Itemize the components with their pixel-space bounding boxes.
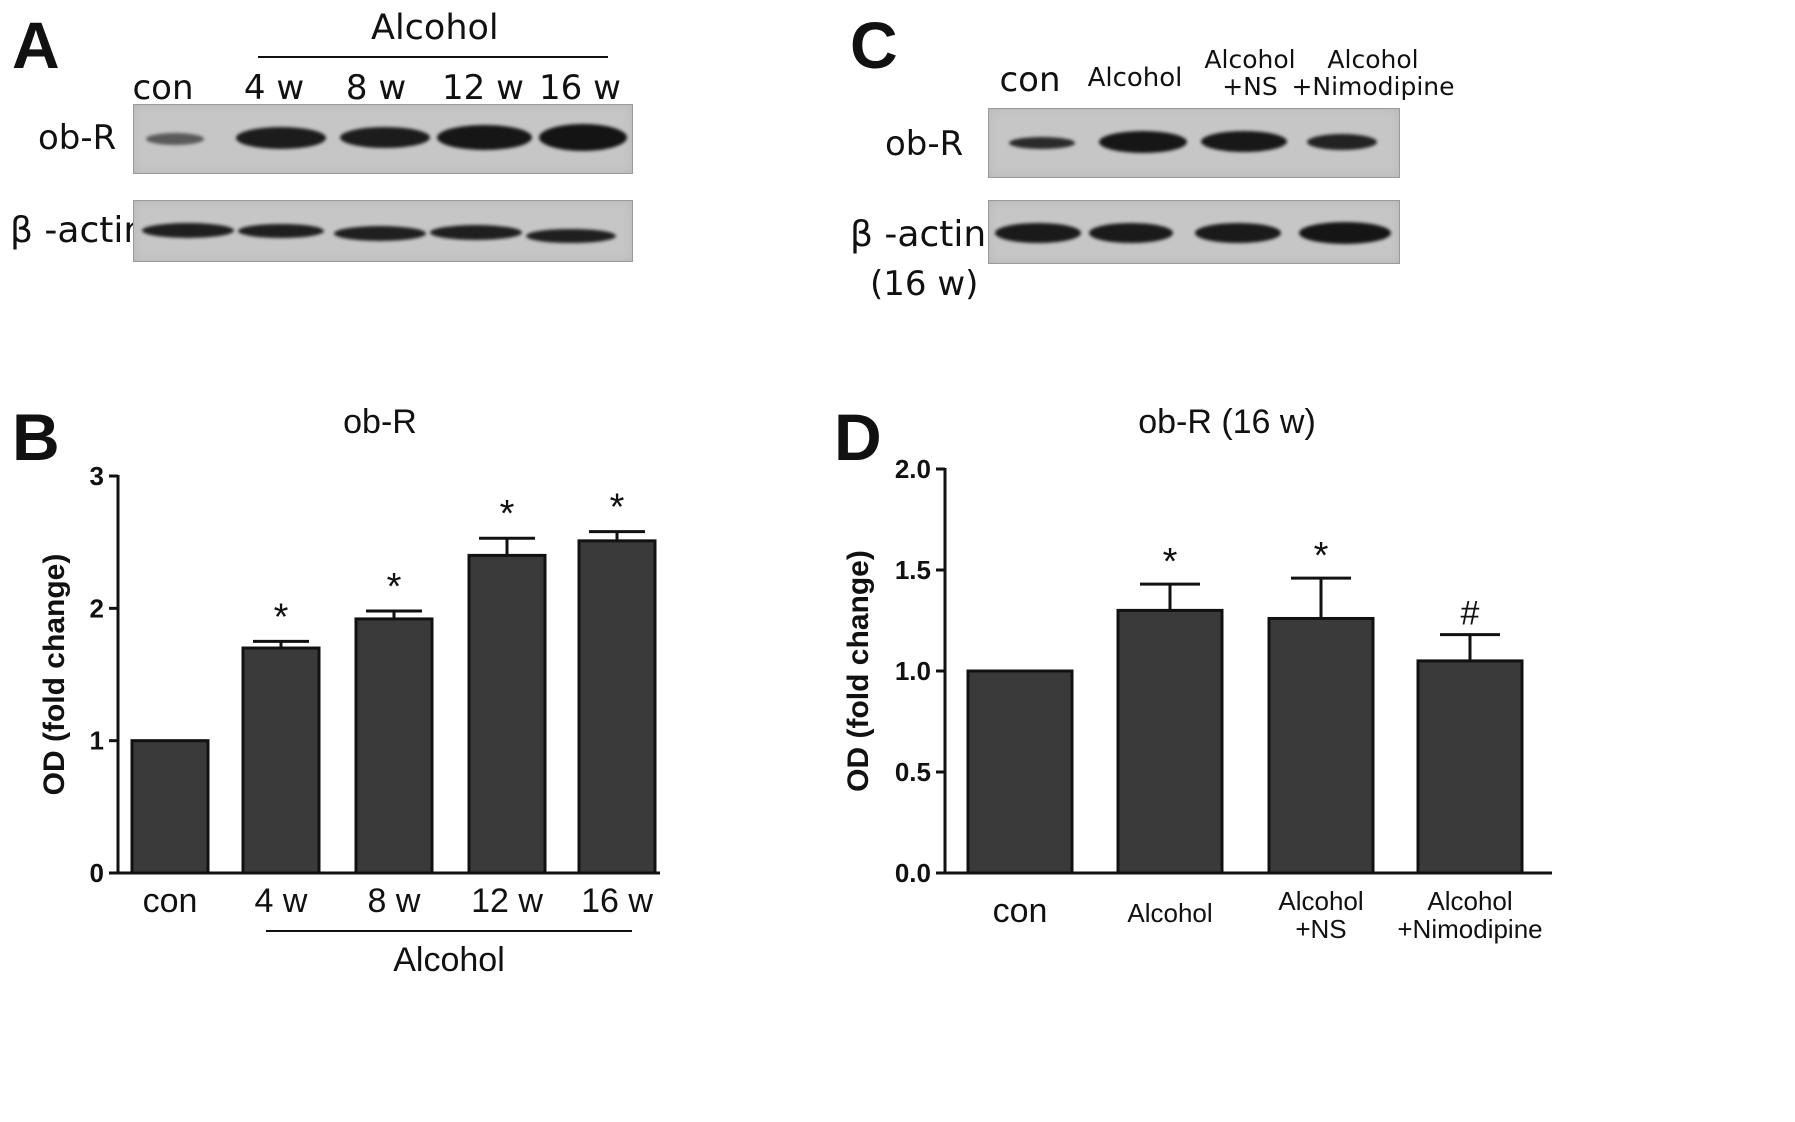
panel-c-row-label: (16 w): [870, 264, 979, 304]
panel-c-label: C: [850, 8, 898, 82]
blot-band: [1201, 131, 1287, 152]
panel-a-group-line: [258, 56, 608, 58]
panel-c-obr-blot: [988, 108, 1400, 178]
blot-band: [1307, 134, 1377, 150]
panel-a-lane-label: con: [132, 68, 194, 108]
y-tick-label: 1: [90, 726, 104, 756]
significance-marker: *: [1314, 535, 1329, 577]
y-axis-label: OD (fold change): [842, 550, 875, 792]
bar: [1416, 659, 1524, 875]
panel-a-lane-label: 12 w: [442, 68, 524, 108]
panel-a-obr-blot: [133, 104, 633, 174]
significance-marker: *: [500, 493, 515, 535]
x-tick-label: 4 w: [255, 882, 308, 920]
panel-a-group-label: Alcohol: [371, 8, 499, 48]
panel-c-lane-label: Alcohol +NS: [1204, 45, 1296, 101]
x-tick-label: Alcohol: [1127, 898, 1212, 928]
panel-a-actin-blot: [133, 200, 633, 262]
y-tick-label: 1.0: [895, 656, 931, 686]
bar: [130, 739, 210, 875]
y-tick-label: 2.0: [895, 454, 931, 484]
blot-band: [1099, 131, 1187, 153]
x-tick-label: 8 w: [368, 882, 421, 920]
panel-a-lane-label: 16 w: [539, 68, 621, 108]
panel-c-lane-label: Alcohol: [1087, 63, 1183, 93]
blot-band: [334, 226, 426, 241]
panel-a-lane-label: 8 w: [345, 68, 407, 108]
chart-b: ob-R 0 1 2 3 OD (fold change) con * 4 w * 8 w * 12 w…: [38, 403, 660, 979]
bar: [1267, 616, 1375, 875]
chart-title: ob-R (16 w): [1138, 403, 1316, 441]
y-tick-label: 0.5: [895, 757, 931, 787]
bar: [467, 553, 547, 875]
bar: [577, 539, 657, 875]
x-tick-label: con: [143, 882, 198, 920]
y-tick-label: 0.0: [895, 858, 931, 888]
panel-a-label: A: [12, 8, 60, 82]
x-tick-label: con: [993, 892, 1048, 930]
group-label: Alcohol: [393, 941, 505, 979]
y-axis-label: OD (fold change): [38, 554, 71, 796]
panel-c-row-label: β -actin: [850, 214, 987, 255]
y-tick-label: 1.5: [895, 555, 931, 585]
panel-a-row-label: ob-R: [38, 118, 117, 158]
significance-marker: #: [1461, 595, 1480, 633]
x-tick-label: 12 w: [471, 882, 543, 920]
x-tick-label: Alcohol +Nimodipine: [1397, 886, 1542, 944]
blot-band: [995, 223, 1081, 243]
blot-band: [1195, 223, 1281, 243]
blot-band: [1089, 223, 1173, 243]
blot-band: [430, 225, 522, 240]
bar: [1116, 608, 1224, 875]
blot-band: [437, 125, 532, 150]
panel-a-lane-label: 4 w: [243, 68, 305, 108]
panel-d-label: D: [834, 400, 882, 474]
blot-band: [1299, 222, 1391, 244]
y-tick-label: 0: [90, 858, 104, 888]
bar: [241, 646, 321, 875]
x-tick-label: Alcohol +NS: [1278, 886, 1363, 944]
significance-marker: *: [387, 566, 402, 608]
significance-marker: *: [610, 487, 625, 529]
panel-c-actin-blot: [988, 200, 1400, 264]
panel-c-lane-label: Alcohol +Nimodipine: [1291, 45, 1455, 101]
y-tick-label: 2: [90, 593, 104, 623]
panel-a-row-label: β -actin: [10, 210, 147, 251]
bar: [354, 617, 434, 875]
chart-d: ob-R (16 w) 0.0 0.5 1.0 1.5 2.0 OD (fold chang…: [842, 403, 1552, 944]
blot-band: [340, 127, 430, 148]
blot-band: [539, 124, 627, 151]
significance-marker: *: [1163, 541, 1178, 583]
panel-b-label: B: [12, 400, 60, 474]
blot-band: [142, 223, 234, 238]
x-tick-label: 16 w: [581, 882, 653, 920]
panel-c-row-label: ob-R: [885, 124, 964, 164]
y-tick-label: 3: [90, 461, 104, 491]
bar: [966, 669, 1074, 875]
blot-band: [238, 224, 324, 238]
blot-band: [526, 229, 616, 243]
significance-marker: *: [274, 596, 289, 638]
blot-band: [146, 133, 204, 145]
panel-c-lane-label: con: [999, 60, 1061, 100]
blot-band: [1009, 137, 1075, 149]
blot-band: [236, 127, 326, 149]
chart-title: ob-R: [343, 403, 417, 441]
